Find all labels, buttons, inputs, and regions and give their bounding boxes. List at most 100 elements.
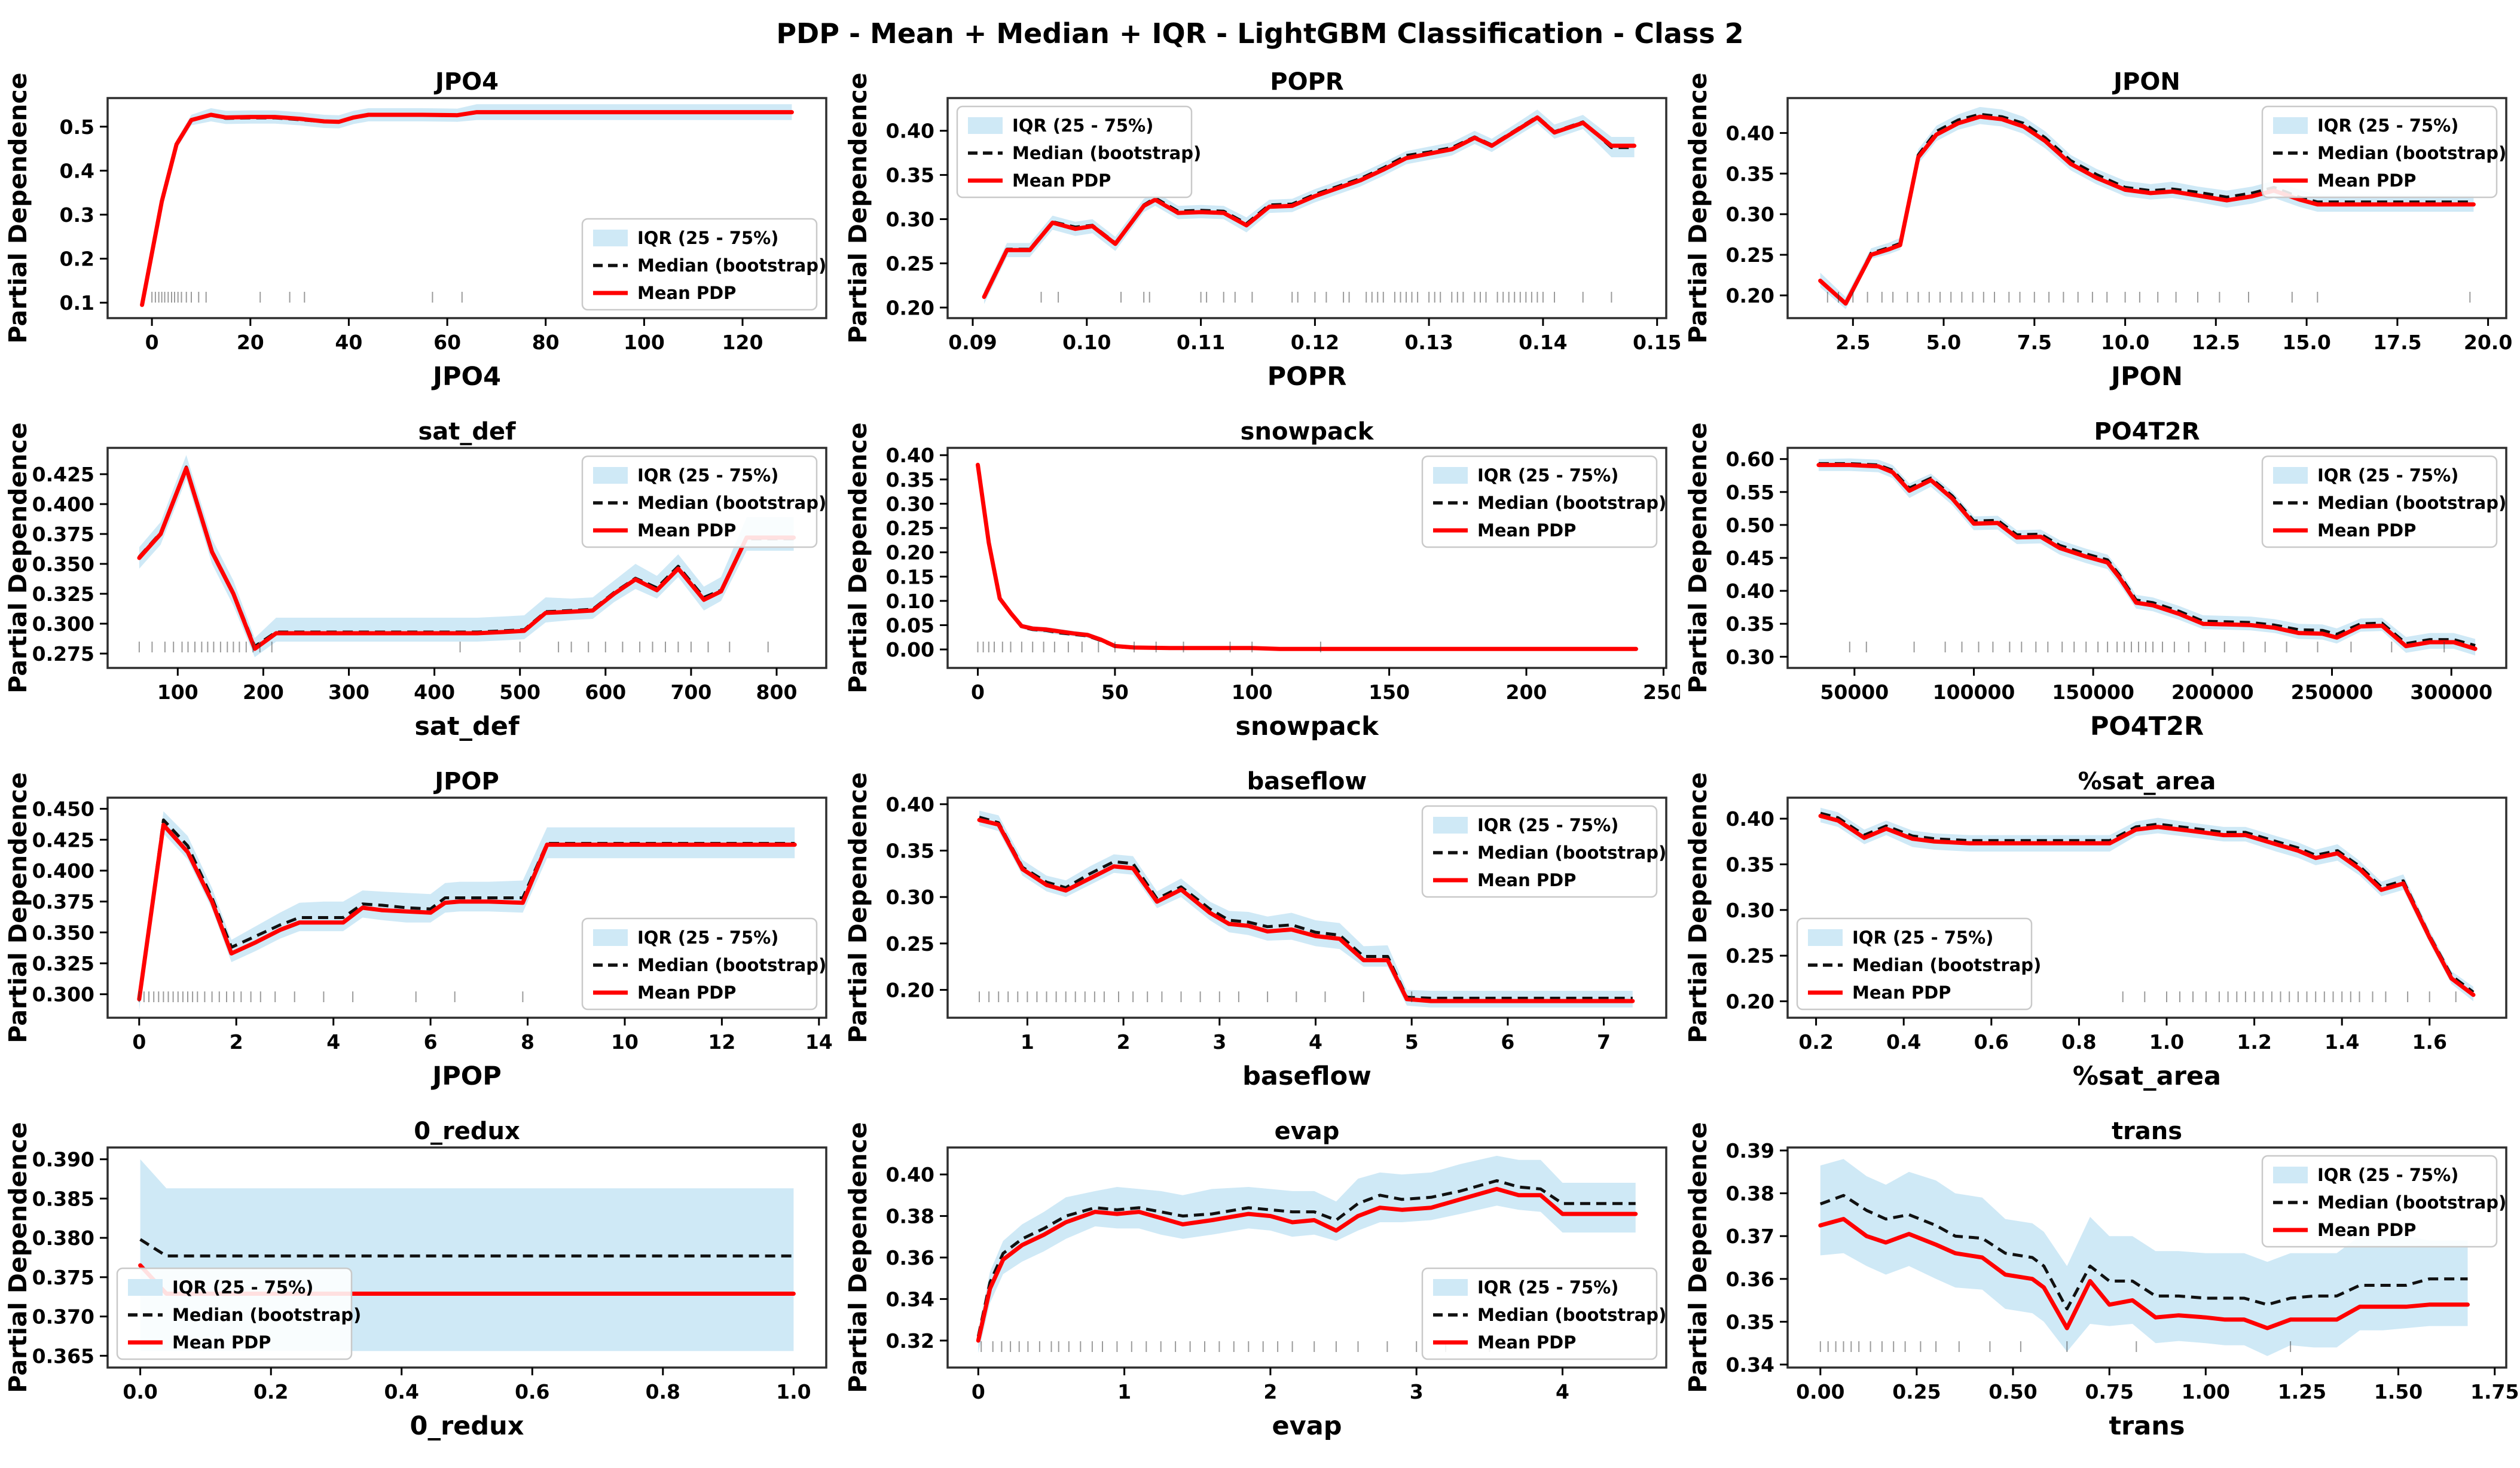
svg-text:IQR (25 - 75%): IQR (25 - 75%) xyxy=(2317,465,2458,486)
svg-text:0.40: 0.40 xyxy=(1726,121,1774,145)
svg-text:0.3: 0.3 xyxy=(60,203,94,227)
svg-text:0.1: 0.1 xyxy=(60,291,94,315)
median-line xyxy=(976,1179,1636,1337)
svg-text:2.5: 2.5 xyxy=(1835,331,1870,354)
y-axis-label: Partial Dependence xyxy=(1684,772,1712,1043)
figure-header: PDP - Mean + Median + IQR - LightGBM Cla… xyxy=(0,0,2520,67)
y-axis: 0.20 0.25 0.30 0.35 0.40 Partial Dependence xyxy=(844,72,948,344)
legend-median: Median (bootstrap) xyxy=(1808,955,2041,975)
subplot-canvas-jpon: 2.5 5.0 7.5 10.0 12.5 15.0 17.5 20.0JPON0.200.2… xyxy=(1684,68,2512,392)
legend-median: Median (bootstrap) xyxy=(128,1305,361,1325)
subplot-canvas-po4t2r: 50000 100000 150000 200000 250000 300000 PO4T2… xyxy=(1684,418,2507,741)
y-axis-label: Partial Dependence xyxy=(844,1122,872,1393)
svg-text:0.4: 0.4 xyxy=(60,159,94,182)
svg-text:5: 5 xyxy=(1405,1030,1419,1054)
x-axis-label: evap xyxy=(1272,1411,1342,1441)
svg-text:IQR (25 - 75%): IQR (25 - 75%) xyxy=(1477,815,1618,835)
svg-text:0.60: 0.60 xyxy=(1726,448,1774,471)
mean-pdp-line xyxy=(137,823,797,1002)
svg-text:0.39: 0.39 xyxy=(1726,1139,1774,1162)
y-axis-label: Partial Dependence xyxy=(4,72,32,343)
x-axis: 0.09 0.10 0.11 0.12 0.13 0.14 0.15 POPR xyxy=(948,318,1680,392)
svg-text:40: 40 xyxy=(335,331,362,354)
svg-text:0.30: 0.30 xyxy=(1726,203,1774,226)
svg-text:0.35: 0.35 xyxy=(1726,853,1774,877)
svg-text:0.30: 0.30 xyxy=(886,208,934,231)
svg-text:500: 500 xyxy=(499,680,540,704)
mean-pdp-line xyxy=(140,110,794,307)
mean-pdp-line xyxy=(1818,1217,2470,1330)
rug-marks xyxy=(1849,642,2445,652)
subplot-title: JPOP xyxy=(433,768,499,795)
legend-iqr: IQR (25 - 75%) xyxy=(128,1277,313,1298)
svg-text:100: 100 xyxy=(157,680,198,704)
svg-text:1.75: 1.75 xyxy=(2470,1380,2519,1403)
x-axis: 0 20 40 60 80 100 120 JPO4 xyxy=(145,318,763,392)
legend-iqr: IQR (25 - 75%) xyxy=(2273,115,2458,136)
svg-text:0.425: 0.425 xyxy=(32,463,94,486)
svg-text:0.55: 0.55 xyxy=(1726,481,1774,504)
svg-text:0.8: 0.8 xyxy=(646,1380,680,1403)
subplot-title: baseflow xyxy=(1247,768,1367,795)
svg-text:1.50: 1.50 xyxy=(2374,1380,2423,1403)
axis-frame xyxy=(106,97,827,319)
y-axis-label: Partial Dependence xyxy=(4,1122,32,1393)
legend-mean: Mean PDP xyxy=(128,1332,271,1353)
mean-pdp-line xyxy=(982,115,1637,299)
legend: IQR (25 - 75%) Median (bootstrap) Mean PDP xyxy=(581,917,826,1011)
y-axis-label: Partial Dependence xyxy=(844,72,872,343)
svg-text:3: 3 xyxy=(1212,1030,1226,1054)
legend: IQR (25 - 75%) Median (bootstrap) Mean PDP xyxy=(2261,455,2506,548)
legend: IQR (25 - 75%) Median (bootstrap) Mean PDP xyxy=(1421,1267,1666,1360)
x-axis-label: PO4T2R xyxy=(2090,712,2204,741)
svg-text:0.4: 0.4 xyxy=(1886,1030,1921,1054)
svg-text:0.40: 0.40 xyxy=(1726,579,1774,603)
x-axis-label: POPR xyxy=(1267,362,1347,392)
svg-text:8: 8 xyxy=(521,1030,534,1054)
svg-text:0.390: 0.390 xyxy=(32,1148,94,1171)
mean-pdp-line xyxy=(137,466,796,651)
svg-text:0.385: 0.385 xyxy=(32,1187,94,1210)
svg-text:0.40: 0.40 xyxy=(886,120,934,143)
svg-text:Median (bootstrap): Median (bootstrap) xyxy=(637,955,826,975)
subplot-po4t2r: 50000 100000 150000 200000 250000 300000 PO4T2… xyxy=(1680,417,2520,767)
svg-text:IQR (25 - 75%): IQR (25 - 75%) xyxy=(172,1277,313,1298)
legend: IQR (25 - 75%) Median (bootstrap) Mean PDP xyxy=(116,1267,361,1360)
legend-median: Median (bootstrap) xyxy=(2273,1192,2506,1213)
svg-text:0.35: 0.35 xyxy=(886,840,934,863)
x-axis: 0.2 0.4 0.6 0.8 1.0 1.2 1.4 1.6 %sat_area xyxy=(1798,1018,2447,1091)
rug-marks xyxy=(1819,1341,2292,1352)
svg-text:Median (bootstrap): Median (bootstrap) xyxy=(1012,143,1201,163)
svg-text:IQR (25 - 75%): IQR (25 - 75%) xyxy=(1012,115,1153,136)
legend-iqr: IQR (25 - 75%) xyxy=(2273,1165,2458,1185)
svg-text:0.400: 0.400 xyxy=(32,493,94,516)
svg-text:0.5: 0.5 xyxy=(60,115,94,139)
svg-text:Mean PDP: Mean PDP xyxy=(1852,982,1951,1003)
svg-text:0.425: 0.425 xyxy=(32,828,94,851)
median-line xyxy=(1819,1194,2468,1311)
svg-text:250: 250 xyxy=(1643,680,1680,704)
subplot-canvas-snowpack: 0 50 100 150 200 250snowpack0.000.050.100.150… xyxy=(844,418,1680,741)
x-axis: 1 2 3 4 5 6 7 baseflow xyxy=(1021,1018,1611,1091)
svg-text:20: 20 xyxy=(237,331,264,354)
svg-text:1: 1 xyxy=(1117,1380,1131,1403)
svg-text:0.8: 0.8 xyxy=(2061,1030,2096,1054)
x-axis: 0 50 100 150 200 250 snowpack xyxy=(971,668,1680,741)
svg-text:0.375: 0.375 xyxy=(32,1266,94,1289)
axis-frame xyxy=(106,1146,827,1369)
x-axis-label: trans xyxy=(2109,1411,2185,1441)
x-axis: 2.5 5.0 7.5 10.0 12.5 15.0 17.5 20.0 JPON xyxy=(1835,318,2512,392)
svg-text:300: 300 xyxy=(328,680,369,704)
x-axis: 0 1 2 3 4 evap xyxy=(972,1368,1569,1441)
svg-text:20.0: 20.0 xyxy=(2464,331,2512,354)
svg-text:0.11: 0.11 xyxy=(1177,331,1225,354)
svg-text:Median (bootstrap): Median (bootstrap) xyxy=(1477,1305,1666,1325)
svg-text:Mean PDP: Mean PDP xyxy=(172,1332,271,1353)
svg-text:150: 150 xyxy=(1369,680,1410,704)
legend-median: Median (bootstrap) xyxy=(1433,843,1666,863)
svg-text:0.6: 0.6 xyxy=(515,1380,549,1403)
svg-text:6: 6 xyxy=(424,1030,438,1054)
svg-text:0.2: 0.2 xyxy=(253,1380,288,1403)
svg-text:0.36: 0.36 xyxy=(1726,1268,1774,1291)
y-axis: 0.30 0.35 0.40 0.45 0.50 0.55 0.60 Partial Depe… xyxy=(1684,422,1788,694)
